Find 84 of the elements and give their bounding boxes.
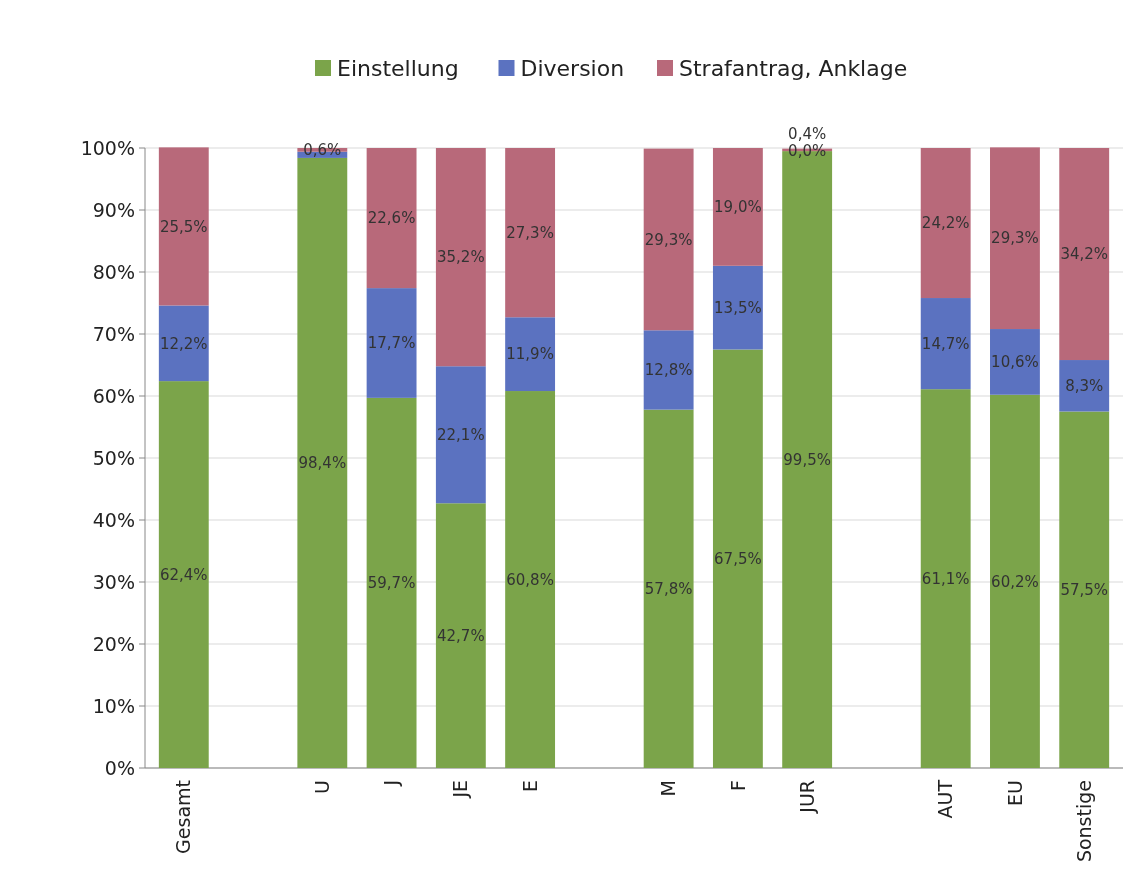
bar: [1059, 411, 1110, 768]
data-label: 60,8%: [506, 570, 554, 589]
bar: [643, 409, 694, 768]
x-tick-label: EU: [1003, 780, 1026, 806]
y-tick-label: 70%: [92, 322, 135, 345]
bar: [643, 330, 694, 410]
data-label: 0,4%: [788, 125, 827, 144]
bar: [158, 381, 209, 768]
data-label: 29,3%: [991, 229, 1039, 248]
legend-label: Diversion: [520, 55, 625, 81]
data-label: 12,2%: [159, 334, 208, 353]
y-tick-label: 80%: [92, 260, 135, 283]
bar: [920, 148, 971, 299]
data-label: 59,7%: [367, 574, 416, 593]
bar: [158, 305, 209, 382]
x-tick-label: U: [310, 780, 333, 794]
data-label: 27,3%: [506, 223, 554, 242]
y-tick-label: 60%: [92, 384, 135, 407]
x-tick-label: Sonstige: [1072, 780, 1095, 863]
x-tick-label: JUR: [795, 780, 818, 814]
x-tick-label: Gesamt: [172, 780, 195, 854]
x-tick-label: J: [380, 780, 403, 787]
bar: [1059, 360, 1110, 412]
data-label: 29,3%: [644, 230, 693, 249]
y-tick-label: 10%: [92, 694, 135, 717]
bar: [1059, 148, 1110, 361]
bar: [990, 394, 1040, 768]
x-tick-label: F: [726, 780, 749, 791]
y-tick-label: 40%: [92, 508, 135, 531]
bar: [920, 298, 971, 390]
bar: [435, 148, 486, 367]
y-tick-label: 100%: [80, 136, 135, 159]
bar: [366, 397, 417, 768]
bar: [712, 265, 763, 350]
data-label: 25,5%: [159, 217, 208, 236]
bar: [366, 148, 417, 289]
bar: [990, 147, 1040, 330]
x-tick-label: AUT: [934, 779, 957, 819]
data-label: 60,2%: [991, 572, 1039, 591]
y-tick-label: 0%: [104, 756, 135, 779]
data-label: 67,5%: [714, 550, 762, 568]
data-label: 22,1%: [437, 426, 485, 444]
bar: [990, 329, 1040, 395]
data-label: 14,7%: [921, 334, 970, 353]
data-label: 98,4%: [298, 454, 347, 473]
bar: [920, 389, 971, 768]
legend-label: Einstellung: [337, 55, 459, 81]
bar: [505, 317, 556, 392]
data-label: 61,1%: [921, 569, 970, 588]
data-label: 13,5%: [714, 298, 762, 317]
x-tick-label: M: [657, 780, 680, 797]
data-label: 8,3%: [1065, 377, 1104, 396]
y-tick-label: 30%: [92, 570, 135, 593]
bar: [712, 148, 763, 266]
bar: [297, 157, 348, 768]
bar: [643, 148, 694, 331]
y-tick-label: 90%: [92, 198, 135, 221]
data-label: 11,9%: [506, 345, 554, 364]
x-tick-label: JE: [449, 780, 472, 799]
bar: [712, 349, 763, 768]
bar: [505, 391, 556, 768]
bar: [158, 147, 209, 306]
data-label: 19,0%: [714, 198, 762, 217]
data-label: 24,2%: [921, 214, 970, 233]
data-label: 57,5%: [1060, 581, 1109, 599]
data-label: 0,6%: [303, 141, 342, 160]
y-tick-label: 50%: [92, 446, 135, 469]
bar: [435, 366, 486, 504]
bar: [435, 503, 486, 768]
bar: [505, 148, 556, 318]
data-label: 12,8%: [644, 361, 693, 380]
data-label: 57,8%: [644, 580, 693, 599]
y-tick-label: 20%: [92, 632, 135, 655]
bar: [366, 288, 417, 398]
data-label: 34,2%: [1060, 245, 1109, 264]
data-label: 35,2%: [437, 248, 485, 267]
data-label: 10,6%: [991, 353, 1039, 372]
data-label: 17,7%: [367, 334, 416, 353]
x-tick-label: E: [518, 780, 541, 793]
data-label: 62,4%: [159, 565, 208, 584]
legend-label: Strafantrag, Anklage: [679, 55, 908, 81]
data-label: 42,7%: [437, 626, 485, 645]
data-label: 22,6%: [367, 209, 416, 228]
data-label: 99,5%: [783, 450, 831, 469]
